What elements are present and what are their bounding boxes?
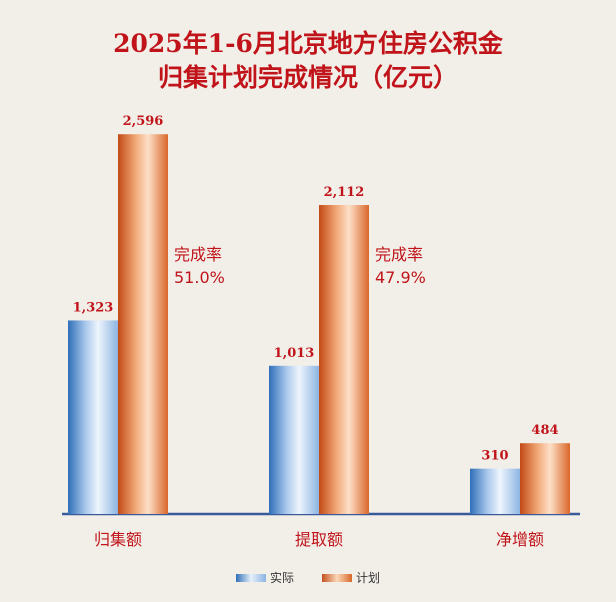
x-tick-label-2: 净增额 (496, 530, 544, 549)
legend-label-actual: 实际 (269, 571, 294, 585)
bar-plan-0 (118, 134, 168, 514)
data-label-actual-0: 1,323 (73, 300, 114, 315)
data-label-actual-2: 310 (481, 449, 508, 464)
chart-legend: 实际 计划 (0, 569, 616, 586)
data-label-plan-1: 2,112 (324, 185, 365, 200)
legend-label-plan: 计划 (356, 571, 381, 585)
bar-plan-1 (319, 205, 369, 514)
annotation-value-1: 47.9% (375, 268, 426, 287)
x-tick-label-0: 归集额 (94, 530, 142, 549)
data-label-plan-2: 484 (531, 423, 558, 438)
x-tick-label-1: 提取额 (295, 530, 343, 549)
chart-title-line1: 2025年1-6月北京地方住房公积金 (113, 29, 503, 58)
legend-swatch-actual (235, 573, 266, 582)
bar-actual-1 (269, 365, 319, 514)
legend-item-actual: 实际 (235, 569, 294, 586)
bar-actual-0 (68, 320, 118, 514)
data-label-plan-0: 2,596 (123, 114, 164, 129)
bar-actual-2 (470, 468, 520, 514)
legend-swatch-plan (322, 573, 352, 582)
annotation-label-1: 完成率 (375, 245, 423, 264)
annotation-value-0: 51.0% (174, 268, 225, 287)
annotation-label-0: 完成率 (174, 245, 222, 264)
bar-plan-2 (520, 443, 570, 514)
chart-title-line2: 归集计划完成情况（亿元） (157, 63, 458, 92)
legend-item-plan: 计划 (322, 569, 380, 586)
data-label-actual-1: 1,013 (274, 346, 315, 361)
